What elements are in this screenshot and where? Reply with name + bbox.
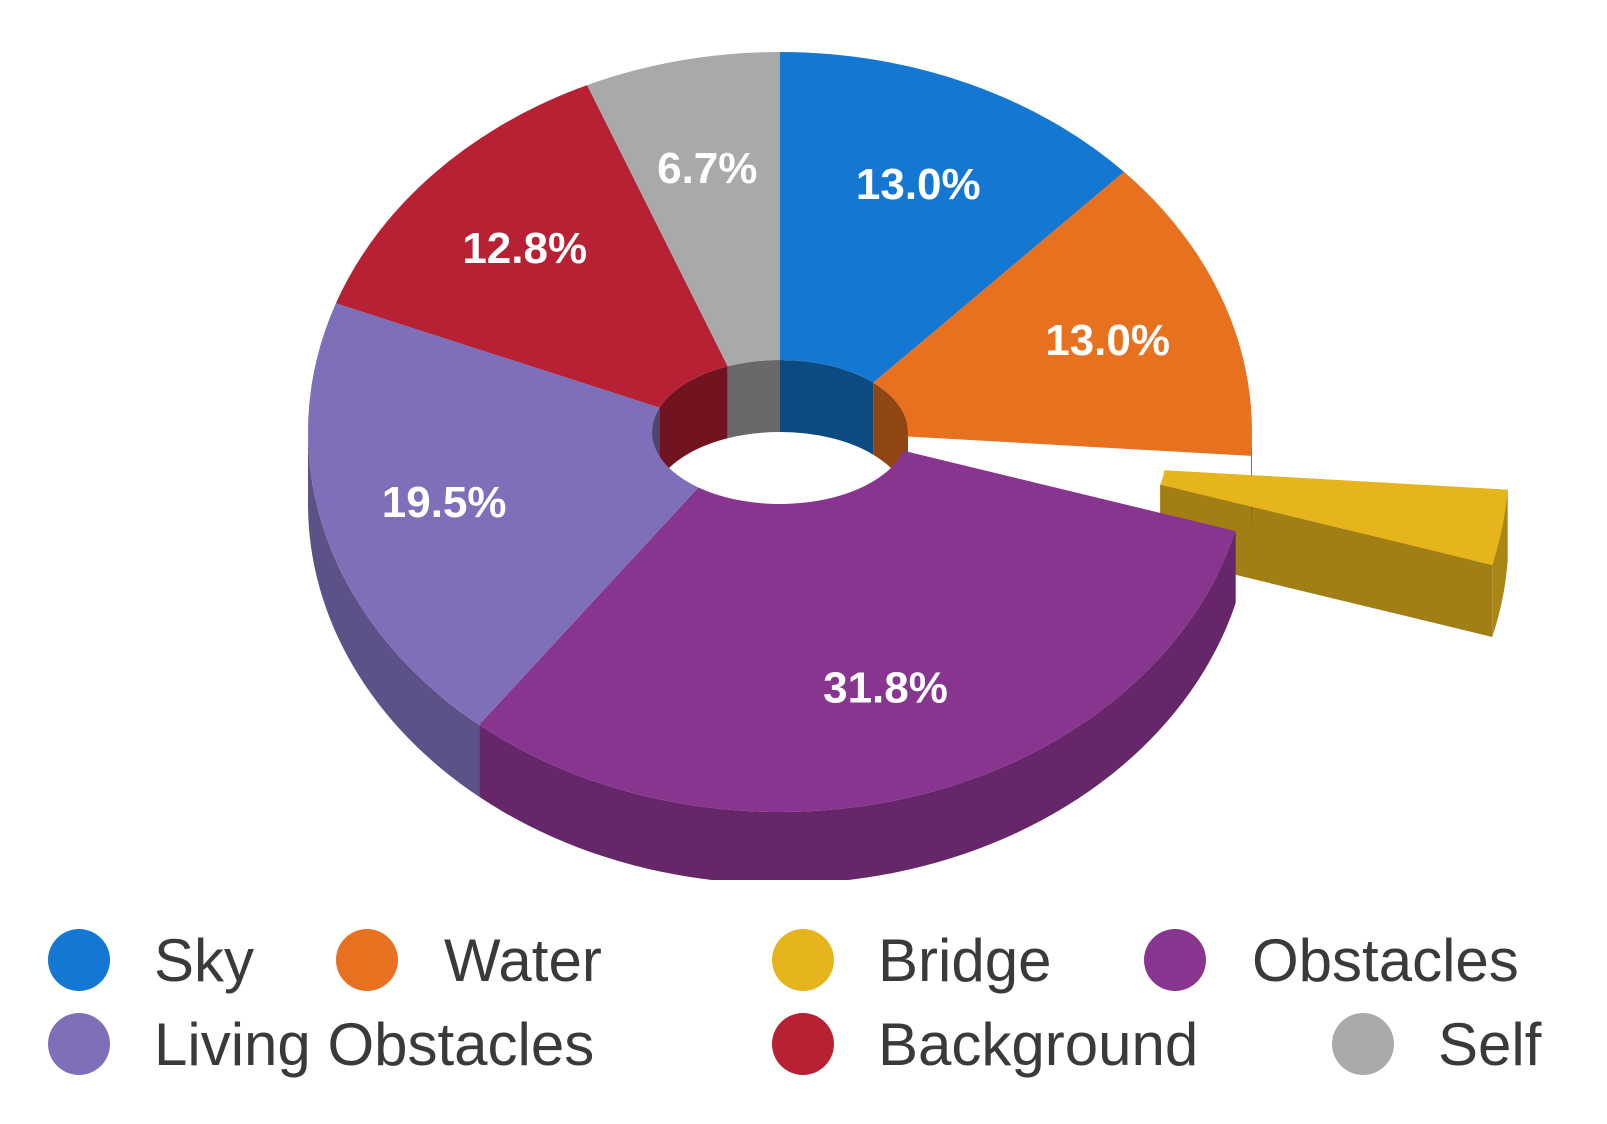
slice-side-bridge [1492, 489, 1508, 637]
legend-item-living-obstacles: Living Obstacles [48, 1004, 594, 1084]
legend-swatch-background [772, 1013, 834, 1075]
legend-swatch-obstacles [1144, 929, 1206, 991]
donut-chart: 13.0% 13.0% 31.8% 19.5% 12.8% 6.7% [308, 52, 1508, 880]
legend-swatch-bridge [772, 929, 834, 991]
legend: Sky Water Bridge Obstacles Living Obstac… [0, 920, 1607, 1110]
slice-label-background: 12.8% [462, 224, 587, 273]
legend-label-self: Self [1438, 1010, 1542, 1078]
slice-inner-wall-background [659, 366, 728, 480]
legend-item-sky: Sky [48, 920, 254, 1000]
legend-swatch-living-obstacles [48, 1013, 110, 1075]
slice-self [587, 52, 780, 367]
legend-label-water: Water [444, 926, 602, 994]
slice-obstacles [479, 450, 1236, 812]
slice-sky [780, 52, 1125, 383]
slice-background [335, 85, 728, 408]
slice-label-sky: 13.0% [856, 160, 981, 209]
slice-label-obstacles: 31.8% [823, 663, 948, 712]
slice-water [873, 171, 1252, 456]
slice-inner-wall-sky [780, 360, 874, 455]
slice-inner-wall-self [727, 360, 780, 439]
slice-side-living-obstacles [308, 432, 480, 797]
legend-item-water: Water [336, 920, 602, 1000]
slice-label-water: 13.0% [1045, 316, 1170, 365]
slice-side-obstacles [479, 531, 1236, 880]
legend-swatch-self [1332, 1013, 1394, 1075]
slice-cut-wall-bridge [1160, 484, 1493, 637]
legend-label-bridge: Bridge [878, 926, 1052, 994]
slice-tops [308, 52, 1508, 812]
legend-swatch-water [336, 929, 398, 991]
slice-bridge [1160, 470, 1508, 565]
legend-label-obstacles: Obstacles [1252, 926, 1519, 994]
legend-swatch-sky [48, 929, 110, 991]
legend-item-self: Self [1332, 1004, 1541, 1084]
slice-labels: 13.0% 13.0% 31.8% 19.5% 12.8% 6.7% [382, 144, 1170, 713]
slice-label-living-obstacles: 19.5% [382, 478, 507, 527]
legend-label-sky: Sky [154, 926, 255, 994]
slice-label-self: 6.7% [657, 144, 757, 193]
legend-item-background: Background [772, 1004, 1198, 1084]
legend-item-bridge: Bridge [772, 920, 1051, 1000]
legend-item-obstacles: Obstacles [1144, 920, 1519, 1000]
legend-label-background: Background [878, 1010, 1199, 1078]
slice-living-obstacles [308, 303, 699, 725]
legend-label-living-obstacles: Living Obstacles [154, 1010, 595, 1078]
